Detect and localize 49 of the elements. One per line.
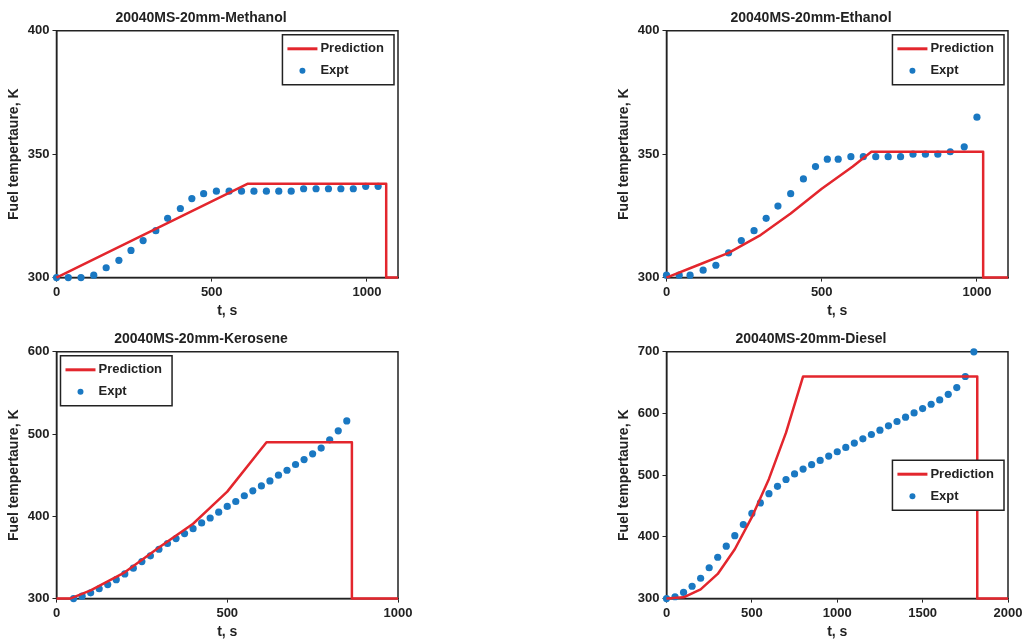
y-tick-label: 500 (637, 466, 660, 482)
x-tick-label: 500 (810, 283, 833, 299)
x-tick-label: 500 (741, 604, 763, 620)
y-tick-label: 350 (27, 145, 50, 161)
x-tick-label: 1500 (908, 604, 938, 620)
y-tick-label: 700 (637, 343, 660, 359)
x-axis-title: t, s (217, 302, 238, 319)
y-tick-label: 350 (637, 145, 660, 161)
legend-label: Prediction (320, 40, 385, 56)
legend-label: Prediction (930, 40, 995, 56)
x-axis-title: t, s (217, 623, 238, 640)
y-axis-title: Fuel tempertaure, K (5, 88, 22, 220)
legend-label: Expt (320, 62, 350, 78)
y-tick-label: 400 (27, 507, 50, 523)
x-tick-label: 500 (216, 604, 239, 620)
y-tick-label: 300 (637, 269, 660, 285)
y-tick-label: 300 (27, 269, 50, 285)
y-axis-title: Fuel tempertaure, K (615, 409, 632, 541)
x-tick-label: 2000 (993, 604, 1023, 620)
legend-label: Prediction (930, 465, 995, 481)
chart-title: 20040MS-20mm-Diesel (735, 330, 887, 347)
x-tick-label: 0 (662, 604, 671, 620)
y-tick-label: 500 (27, 425, 50, 441)
chart-title: 20040MS-20mm-Methanol (115, 9, 287, 26)
x-tick-label: 500 (200, 283, 223, 299)
x-axis-title: t, s (827, 302, 848, 319)
x-axis-title: t, s (827, 623, 848, 640)
y-axis-title: Fuel tempertaure, K (615, 88, 632, 220)
y-tick-label: 400 (637, 22, 660, 38)
y-tick-label: 300 (637, 590, 660, 606)
x-tick-label: 1000 (383, 604, 413, 620)
y-axis-title: Fuel tempertaure, K (5, 409, 22, 541)
legend-label: Expt (930, 62, 960, 78)
chart-title: 20040MS-20mm-Kerosene (114, 330, 288, 347)
x-tick-label: 1000 (822, 604, 852, 620)
y-tick-label: 600 (637, 405, 660, 421)
x-tick-label: 1000 (352, 283, 382, 299)
y-tick-label: 300 (27, 590, 50, 606)
y-tick-label: 600 (27, 343, 50, 359)
x-tick-label: 1000 (962, 283, 992, 299)
legend-label: Prediction (98, 361, 163, 377)
legend-label: Expt (930, 487, 960, 503)
x-tick-label: 0 (52, 604, 61, 620)
y-tick-label: 400 (637, 528, 660, 544)
legend-label: Expt (98, 383, 128, 399)
x-tick-label: 0 (52, 283, 61, 299)
chart-title: 20040MS-20mm-Ethanol (730, 9, 892, 26)
x-tick-label: 0 (662, 283, 671, 299)
y-tick-label: 400 (27, 22, 50, 38)
